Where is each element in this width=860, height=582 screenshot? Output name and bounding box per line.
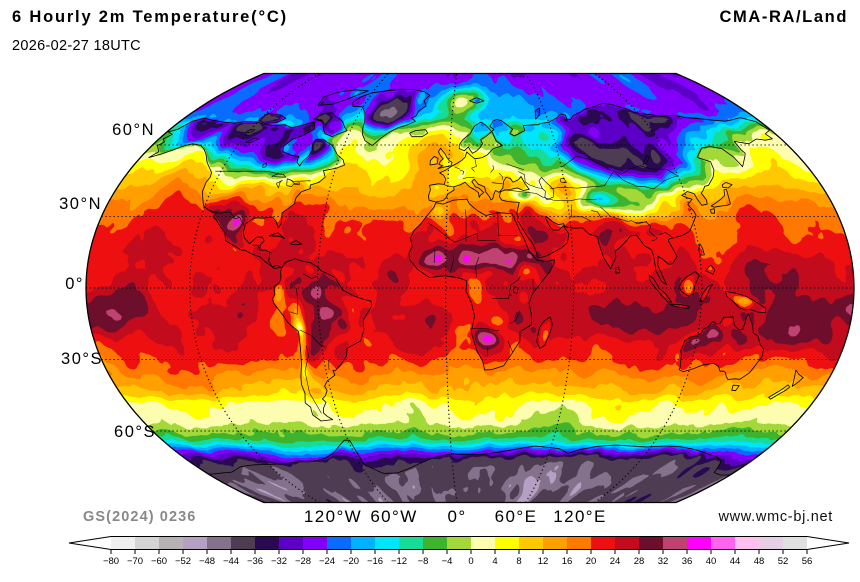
svg-text:60°E: 60°E bbox=[495, 507, 538, 526]
svg-text:−80: −80 bbox=[103, 556, 119, 567]
svg-text:−28: −28 bbox=[295, 556, 311, 567]
svg-text:−32: −32 bbox=[271, 556, 287, 567]
svg-text:−8: −8 bbox=[418, 556, 429, 567]
svg-text:30°N: 30°N bbox=[59, 195, 102, 213]
svg-text:32: 32 bbox=[658, 556, 669, 567]
svg-text:60°W: 60°W bbox=[370, 507, 417, 526]
svg-text:−52: −52 bbox=[175, 556, 191, 567]
svg-text:12: 12 bbox=[538, 556, 549, 567]
svg-text:−36: −36 bbox=[247, 556, 263, 567]
svg-text:GS(2024) 0236: GS(2024) 0236 bbox=[83, 509, 196, 525]
svg-text:36: 36 bbox=[682, 556, 693, 567]
svg-text:60°N: 60°N bbox=[112, 121, 155, 139]
svg-text:52: 52 bbox=[778, 556, 789, 567]
svg-text:44: 44 bbox=[730, 556, 741, 567]
svg-text:6 Hourly 2m Temperature(°C): 6 Hourly 2m Temperature(°C) bbox=[12, 8, 288, 26]
svg-text:CMA-RA/Land: CMA-RA/Land bbox=[720, 8, 849, 26]
svg-text:30°S: 30°S bbox=[61, 350, 103, 368]
svg-text:−48: −48 bbox=[199, 556, 215, 567]
svg-text:0°: 0° bbox=[447, 507, 466, 526]
svg-text:56: 56 bbox=[802, 556, 813, 567]
svg-text:−60: −60 bbox=[151, 556, 167, 567]
svg-text:28: 28 bbox=[634, 556, 645, 567]
svg-text:48: 48 bbox=[754, 556, 765, 567]
svg-text:−12: −12 bbox=[391, 556, 407, 567]
svg-text:40: 40 bbox=[706, 556, 717, 567]
svg-text:−44: −44 bbox=[223, 556, 239, 567]
svg-text:−70: −70 bbox=[127, 556, 143, 567]
svg-text:−20: −20 bbox=[343, 556, 359, 567]
svg-text:−4: −4 bbox=[442, 556, 453, 567]
svg-text:4: 4 bbox=[492, 556, 497, 567]
svg-text:20: 20 bbox=[586, 556, 597, 567]
svg-text:120°W: 120°W bbox=[304, 507, 362, 526]
svg-text:16: 16 bbox=[562, 556, 573, 567]
svg-text:−16: −16 bbox=[367, 556, 383, 567]
svg-text:2026-02-27 18UTC: 2026-02-27 18UTC bbox=[12, 38, 141, 54]
svg-text:8: 8 bbox=[516, 556, 521, 567]
svg-text:24: 24 bbox=[610, 556, 621, 567]
svg-text:0°: 0° bbox=[65, 275, 84, 293]
svg-text:60°S: 60°S bbox=[114, 423, 156, 441]
svg-text:120°E: 120°E bbox=[553, 507, 607, 526]
svg-text:−24: −24 bbox=[319, 556, 335, 567]
svg-text:www.wmc-bj.net: www.wmc-bj.net bbox=[717, 509, 833, 525]
svg-text:0: 0 bbox=[468, 556, 473, 567]
